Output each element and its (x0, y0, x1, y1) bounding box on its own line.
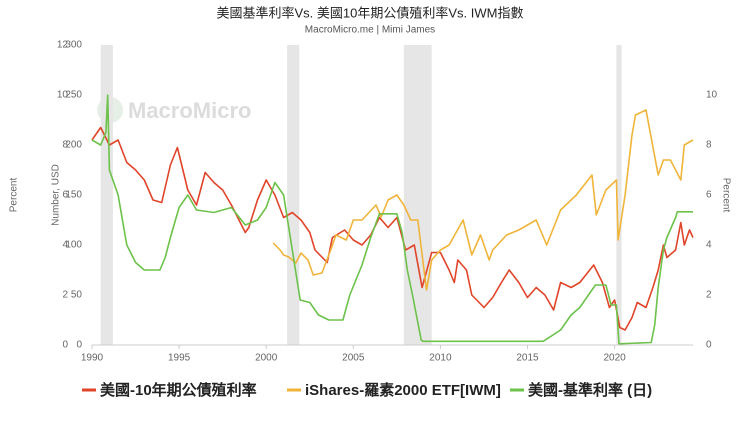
series-line (91, 126, 694, 331)
y-tick-label: 4 (62, 240, 68, 251)
x-tick-label: 2015 (516, 353, 539, 364)
x-tick-label: 2000 (255, 353, 278, 364)
y-tick-label: 10 (57, 90, 69, 101)
y-tick-label: 0 (62, 340, 68, 351)
recession-band (287, 45, 300, 345)
y3-tick-label: 0 (706, 340, 712, 351)
y2-tick-label: 300 (65, 40, 82, 51)
x-tick-label: 1995 (168, 353, 191, 364)
y3-axis-label: Percent (720, 178, 731, 213)
y2-tick-label: 0 (76, 340, 82, 351)
x-tick-label: 1990 (81, 353, 104, 364)
x-tick-label: 2020 (603, 353, 626, 364)
y3-tick-label: 2 (706, 290, 712, 301)
recession-band (616, 45, 622, 345)
chart-subtitle: MacroMicro.me | Mimi James (305, 25, 435, 36)
y3-tick-label: 8 (706, 140, 712, 151)
recession-band (403, 45, 432, 345)
y-tick-label: 2 (62, 290, 68, 301)
y2-tick-label: 50 (71, 290, 83, 301)
legend-label: 美國-基準利率 (日) (528, 381, 652, 399)
series-line (272, 109, 694, 291)
legend-label: iShares-羅素2000 ETF[IWM] (305, 381, 501, 399)
chart-title: 美國基準利率Vs. 美國10年期公債殖利率Vs. IWM指數 (217, 5, 524, 20)
y2-tick-label: 200 (65, 140, 82, 151)
y2-axis-label: Number, USD (51, 164, 62, 226)
series-line (91, 94, 693, 345)
y2-tick-label: 150 (65, 190, 82, 201)
y-axis-label: Percent (9, 178, 20, 213)
y-tick-label: 8 (62, 140, 68, 151)
y-tick-label: 6 (62, 190, 68, 201)
y3-tick-label: 6 (706, 190, 712, 201)
y-tick-label: 12 (57, 40, 69, 51)
y3-tick-label: 10 (706, 90, 718, 101)
x-tick-label: 2010 (429, 353, 452, 364)
legend-label: 美國-10年期公債殖利率 (100, 381, 257, 399)
y3-tick-label: 4 (706, 240, 712, 251)
watermark: MacroMicro (128, 98, 251, 123)
x-tick-label: 2005 (342, 353, 365, 364)
y2-tick-label: 100 (65, 240, 82, 251)
recession-band (100, 45, 113, 345)
y2-tick-label: 250 (65, 90, 82, 101)
